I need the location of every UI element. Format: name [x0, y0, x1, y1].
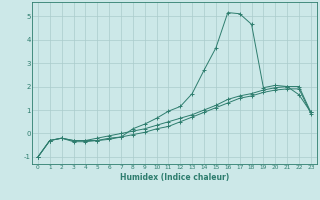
- X-axis label: Humidex (Indice chaleur): Humidex (Indice chaleur): [120, 173, 229, 182]
